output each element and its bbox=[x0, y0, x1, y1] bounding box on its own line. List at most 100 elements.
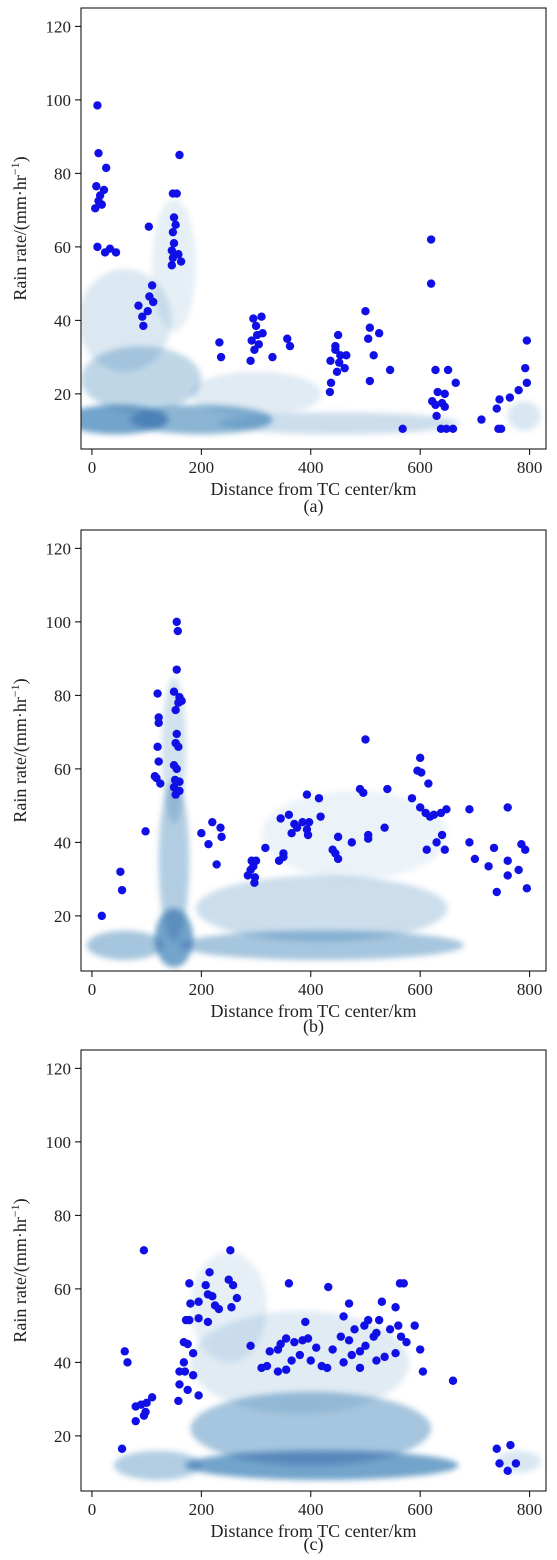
data-point bbox=[312, 1343, 321, 1352]
density-layer bbox=[86, 677, 464, 968]
data-point bbox=[489, 843, 499, 853]
data-point bbox=[422, 845, 431, 854]
data-point bbox=[360, 1321, 369, 1330]
data-point bbox=[183, 1339, 192, 1349]
y-tick-label: 120 bbox=[46, 539, 72, 558]
data-point bbox=[123, 1358, 132, 1367]
data-point bbox=[216, 823, 225, 832]
data-point bbox=[172, 764, 181, 774]
y-axis-label: Rain rate/(mm·hr−1) bbox=[8, 678, 31, 822]
data-point bbox=[281, 1365, 291, 1374]
panel-b: 0 200 400 600 800 20 40 60 80 100 120 Distance fr… bbox=[8, 529, 547, 1037]
data-point bbox=[194, 1314, 203, 1323]
data-point bbox=[247, 336, 256, 345]
density-blob bbox=[261, 790, 448, 880]
data-point bbox=[246, 356, 255, 365]
data-point bbox=[169, 213, 179, 222]
data-point bbox=[208, 817, 217, 827]
data-point bbox=[364, 834, 373, 843]
data-point bbox=[246, 1341, 255, 1351]
y-tick-label: 40 bbox=[54, 833, 71, 852]
data-point bbox=[391, 1303, 400, 1312]
data-point bbox=[188, 1348, 198, 1358]
data-point bbox=[522, 378, 532, 388]
data-point bbox=[492, 404, 501, 413]
y-axis-label-superscript: −1 bbox=[8, 684, 22, 697]
x-tick-label: 200 bbox=[189, 980, 215, 999]
data-point bbox=[194, 1297, 203, 1306]
density-layer bbox=[81, 199, 541, 435]
data-point bbox=[154, 718, 163, 728]
data-point bbox=[374, 329, 384, 338]
data-point bbox=[470, 854, 480, 864]
data-point bbox=[503, 856, 512, 865]
y-tick-label: 80 bbox=[54, 164, 71, 183]
data-point bbox=[139, 1246, 149, 1255]
data-point bbox=[443, 365, 453, 375]
data-point bbox=[142, 1398, 151, 1408]
data-point bbox=[173, 626, 183, 636]
data-point bbox=[101, 163, 111, 173]
panel-label: (a) bbox=[304, 496, 324, 517]
plot-frame bbox=[80, 7, 547, 450]
data-point bbox=[429, 810, 439, 820]
data-point bbox=[181, 1315, 191, 1325]
data-point bbox=[188, 1371, 198, 1380]
data-point bbox=[383, 784, 392, 794]
plot-frame bbox=[80, 529, 547, 972]
data-point bbox=[340, 363, 349, 373]
data-point bbox=[328, 1345, 337, 1354]
data-point bbox=[355, 1347, 365, 1356]
y-axis: 20 40 60 80 100 120 bbox=[46, 1059, 81, 1446]
density-blob bbox=[190, 371, 322, 416]
data-point bbox=[186, 1299, 195, 1308]
data-point bbox=[284, 810, 294, 820]
y-axis-label-main: Rain rate/(mm·hr bbox=[10, 697, 31, 822]
data-point bbox=[175, 777, 184, 786]
data-point bbox=[440, 402, 449, 411]
data-point bbox=[201, 1281, 210, 1290]
data-point bbox=[442, 805, 451, 814]
x-tick-label: 0 bbox=[88, 980, 97, 999]
data-point bbox=[138, 312, 147, 321]
data-point bbox=[372, 1328, 381, 1338]
data-point bbox=[494, 424, 503, 433]
data-point bbox=[149, 297, 158, 307]
data-point bbox=[167, 261, 177, 270]
data-point bbox=[448, 424, 458, 433]
x-tick-label: 600 bbox=[407, 1500, 433, 1519]
y-tick-label: 100 bbox=[46, 613, 72, 632]
data-point bbox=[144, 222, 154, 231]
data-point bbox=[281, 1334, 291, 1343]
data-point bbox=[332, 367, 342, 377]
density-layer bbox=[113, 1252, 541, 1480]
data-point bbox=[365, 376, 375, 386]
data-point bbox=[197, 828, 206, 838]
data-point bbox=[276, 814, 285, 823]
data-point bbox=[94, 148, 103, 158]
y-axis: 20 40 60 80 100 120 bbox=[46, 539, 81, 926]
data-point bbox=[154, 757, 163, 766]
panel-c: 0 200 400 600 800 20 40 60 80 100 120 Distance fr… bbox=[8, 1049, 547, 1555]
data-point bbox=[174, 742, 183, 752]
data-point bbox=[175, 150, 184, 160]
data-point bbox=[304, 817, 314, 827]
data-point bbox=[522, 336, 532, 345]
data-point bbox=[503, 871, 512, 880]
data-point bbox=[314, 794, 324, 803]
data-point bbox=[257, 312, 266, 321]
data-point bbox=[361, 735, 370, 744]
x-tick-label: 800 bbox=[517, 1500, 543, 1519]
x-axis-label: Distance from TC center/km bbox=[210, 1001, 416, 1021]
data-point bbox=[369, 351, 378, 360]
data-point bbox=[171, 220, 180, 230]
data-point bbox=[335, 358, 344, 367]
panel-label: (b) bbox=[303, 1016, 324, 1037]
y-tick-label: 80 bbox=[54, 686, 71, 705]
x-tick-label: 200 bbox=[189, 458, 215, 477]
data-point bbox=[506, 1440, 515, 1450]
data-point bbox=[374, 1315, 384, 1325]
y-tick-label: 20 bbox=[54, 907, 71, 926]
scatter-points bbox=[117, 1246, 521, 1475]
x-axis: 0 200 400 600 800 bbox=[88, 971, 542, 999]
